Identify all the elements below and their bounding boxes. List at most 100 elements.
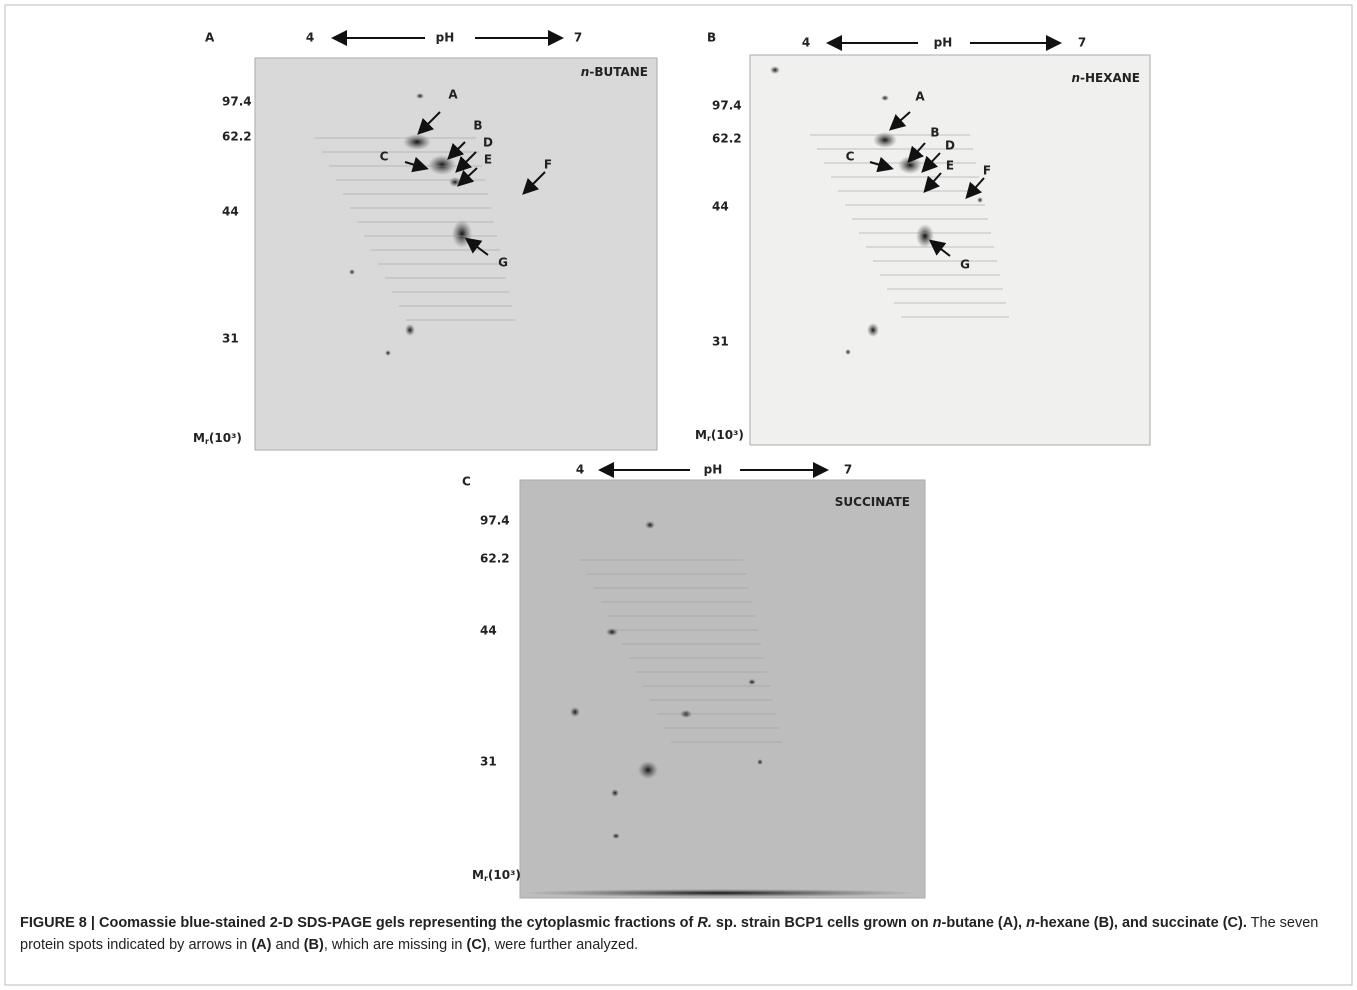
spot-label: F (983, 164, 991, 178)
spot-label: F (544, 158, 552, 172)
mr-marker: 62.2 (712, 132, 742, 146)
protein-spot (349, 269, 355, 275)
protein-spot (977, 197, 983, 203)
condition-label: n-BUTANE (581, 65, 648, 79)
spot-arrow (404, 156, 429, 173)
condition-label: n-HEXANE (1071, 71, 1140, 85)
mr-marker: 97.4 (222, 95, 252, 109)
spot-arrow (522, 171, 546, 195)
protein-spot (770, 66, 780, 74)
protein-spot (873, 132, 897, 148)
protein-spot (606, 628, 618, 636)
frame (4, 4, 1353, 986)
caption-segment: (A) (251, 937, 272, 953)
spot-label: E (946, 159, 954, 173)
spot-label: A (915, 90, 925, 104)
protein-spot (428, 155, 456, 175)
spot-label: G (960, 258, 970, 272)
caption-segment: , were further analyzed. (486, 937, 639, 953)
mr-tail: (10³) (488, 868, 521, 882)
spot-label: D (945, 139, 955, 153)
caption-segment: (C) (466, 937, 487, 953)
protein-spot (638, 761, 658, 779)
mr-sub: r (707, 434, 711, 443)
protein-spot (611, 789, 619, 797)
mr-tail: (10³) (711, 428, 744, 442)
spot-arrow (457, 167, 478, 187)
spot-label: B (473, 119, 482, 133)
spot-label: E (484, 153, 492, 167)
spot-arrow (907, 142, 926, 163)
ph-label: pH (436, 31, 455, 45)
condition-text: SUCCINATE (835, 495, 910, 509)
ph-high: 7 (574, 31, 582, 45)
spot-arrow (417, 111, 441, 135)
protein-spot (403, 134, 431, 150)
protein-spot (452, 220, 472, 248)
caption-segment: n (932, 915, 942, 931)
protein-spot (845, 349, 851, 355)
mr-marker: 44 (480, 624, 497, 638)
protein-spot (612, 833, 620, 839)
protein-spot (570, 707, 580, 717)
spot-arrow (965, 177, 985, 199)
mr-marker: 62.2 (222, 130, 252, 144)
condition-italic: n (581, 65, 590, 79)
protein-spot (520, 889, 920, 897)
protein-spot (645, 521, 655, 529)
spot-label: C (380, 150, 389, 164)
condition-italic: n (1071, 71, 1080, 85)
mr-marker: 44 (712, 200, 729, 214)
protein-spot (881, 95, 889, 101)
protein-spot (867, 323, 879, 337)
mr-tail: (10³) (209, 431, 242, 445)
ph-label: pH (704, 463, 723, 477)
spot-arrow (921, 152, 941, 173)
spot-label: C (846, 150, 855, 164)
caption-segment: n (1026, 915, 1035, 931)
spot-arrow (455, 151, 477, 173)
ph-low: 4 (802, 36, 810, 50)
spot-arrow (928, 239, 951, 257)
protein-spot (748, 679, 756, 685)
protein-spot (416, 93, 424, 99)
mr-label: Mr(10³) (472, 868, 521, 883)
gel (254, 57, 658, 451)
caption-segment: (B) (303, 937, 324, 953)
mr-base: M (695, 428, 707, 442)
protein-spot (385, 350, 391, 356)
ph-low: 4 (306, 31, 314, 45)
mr-marker: 97.4 (480, 514, 510, 528)
caption-segment: sp. strain BCP1 cells grown on (711, 915, 933, 931)
caption-segment: The seven protein spots indicated by arr… (20, 915, 1319, 953)
caption-segment: FIGURE 8 | Coomassie blue-stained 2-D SD… (20, 915, 698, 931)
caption: FIGURE 8 | Coomassie blue-stained 2-D SD… (20, 912, 1338, 956)
ph-label: pH (934, 36, 953, 50)
gel (749, 54, 1151, 446)
ph-high: 7 (1078, 36, 1086, 50)
mr-base: M (193, 431, 205, 445)
spot-label: A (448, 88, 458, 102)
ph-high: 7 (844, 463, 852, 477)
mr-marker: 97.4 (712, 99, 742, 113)
mr-sub: r (205, 437, 209, 446)
mr-base: M (472, 868, 484, 882)
spot-label: D (483, 136, 493, 150)
spot-arrow (447, 141, 466, 160)
protein-spot (916, 224, 934, 248)
protein-spot (405, 324, 415, 336)
caption-segment: , which are missing in (323, 937, 467, 953)
spot-label: G (498, 256, 508, 270)
mr-label: Mr(10³) (193, 431, 242, 446)
spot-arrow (889, 111, 911, 131)
mr-marker: 31 (712, 335, 729, 349)
protein-spot (680, 710, 692, 718)
caption-segment: R. (697, 915, 712, 931)
mr-sub: r (484, 874, 488, 883)
mr-marker: 62.2 (480, 552, 510, 566)
mr-marker: 44 (222, 205, 239, 219)
mr-marker: 31 (480, 755, 497, 769)
caption-segment: and (271, 937, 304, 953)
panel-letter: B (707, 31, 716, 45)
